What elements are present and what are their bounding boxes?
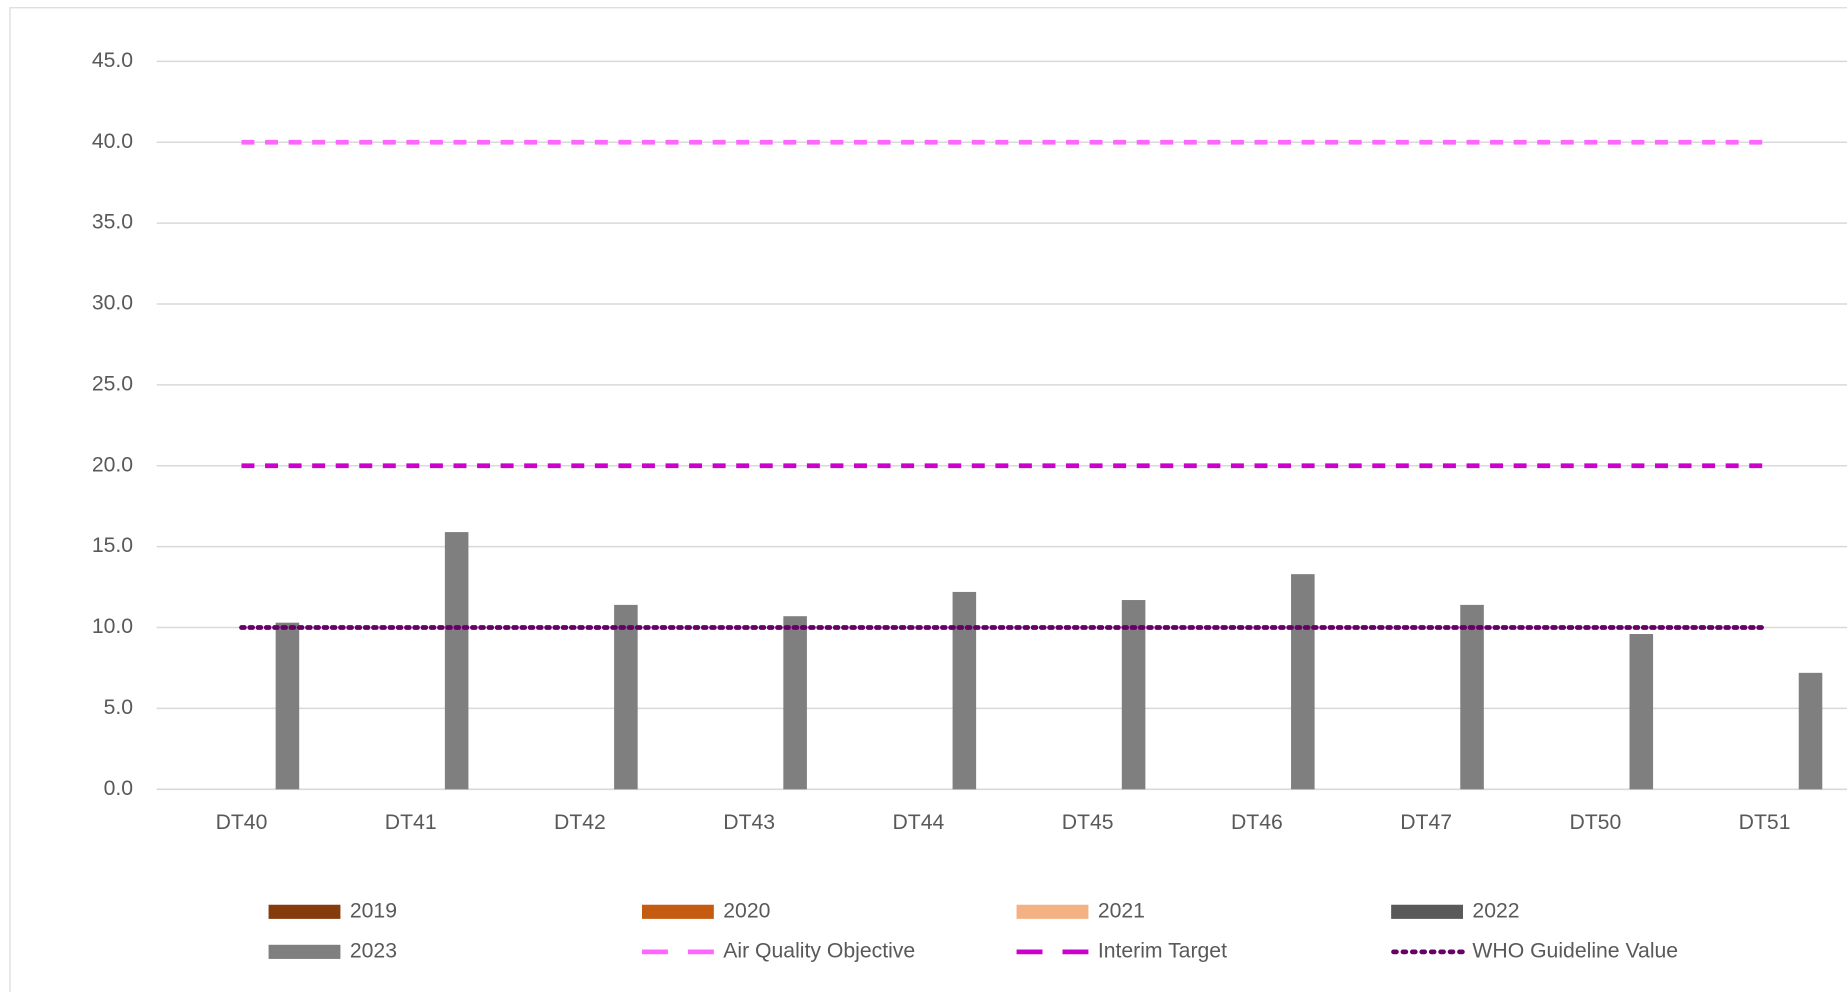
legend-swatch	[268, 904, 341, 919]
legend-swatch	[1016, 904, 1089, 919]
legend-label: 2023	[350, 939, 397, 962]
y-tick-label: 10.0	[92, 615, 133, 638]
bar	[783, 616, 807, 790]
x-tick-label: DT43	[723, 811, 775, 834]
y-tick-label: 45.0	[92, 49, 133, 72]
y-tick-label: 15.0	[92, 534, 133, 557]
y-tick-label: 40.0	[92, 130, 133, 153]
legend-swatch	[641, 904, 714, 919]
bar	[614, 604, 638, 790]
legend-swatch	[268, 944, 341, 959]
x-tick-label: DT44	[893, 811, 945, 834]
bar	[1121, 600, 1146, 790]
bar	[1460, 604, 1484, 790]
x-tick-label: DT46	[1231, 811, 1283, 834]
legend-label: 2021	[1098, 899, 1145, 922]
x-tick-label: DT40	[216, 811, 268, 834]
legend-label: 2020	[723, 899, 770, 922]
bar	[444, 532, 469, 790]
x-tick-label: DT51	[1739, 811, 1791, 834]
bar	[952, 591, 977, 790]
legend-label: 2022	[1472, 899, 1519, 922]
bar	[1291, 574, 1315, 790]
bar	[1629, 634, 1654, 790]
y-tick-label: 25.0	[92, 372, 133, 395]
bar	[275, 622, 300, 790]
x-tick-label: DT45	[1062, 811, 1114, 834]
x-tick-label: DT42	[554, 811, 606, 834]
legend-label: 2019	[350, 899, 397, 922]
legend-swatch	[1391, 904, 1463, 919]
x-tick-label: DT41	[385, 811, 437, 834]
x-tick-label: DT47	[1400, 811, 1452, 834]
y-tick-label: 5.0	[104, 696, 133, 719]
chart-frame	[9, 7, 1847, 992]
y-tick-label: 0.0	[104, 777, 133, 800]
y-tick-label: 30.0	[92, 292, 133, 315]
bar	[1798, 672, 1823, 790]
legend-label: WHO Guideline Value	[1472, 939, 1678, 962]
legend-label: Interim Target	[1098, 939, 1227, 962]
y-tick-label: 20.0	[92, 453, 133, 476]
legend-label: Air Quality Objective	[723, 939, 915, 962]
y-tick-label: 35.0	[92, 211, 133, 234]
x-tick-label: DT50	[1569, 811, 1621, 834]
